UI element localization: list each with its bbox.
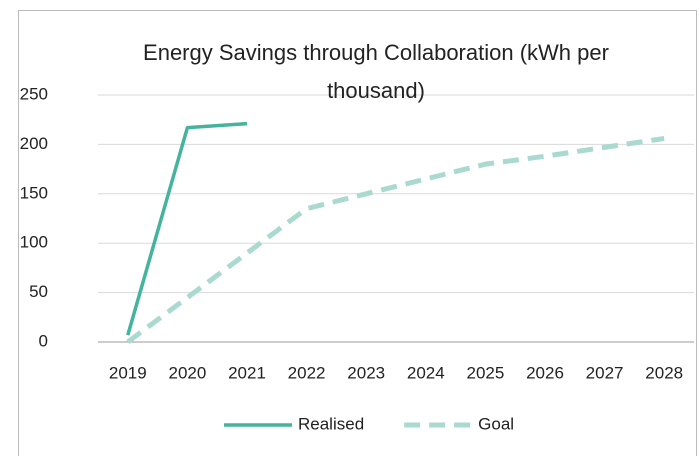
x-tick-label: 2027 — [586, 363, 624, 382]
y-tick-label: 0 — [39, 331, 48, 350]
x-tick-label: 2028 — [645, 363, 683, 382]
x-tick-label: 2021 — [228, 363, 266, 382]
legend-label: Goal — [478, 414, 514, 433]
x-tick-label: 2019 — [109, 363, 147, 382]
legend-label: Realised — [298, 414, 364, 433]
y-tick-label: 150 — [20, 183, 48, 202]
chart-frame — [18, 10, 697, 456]
x-tick-label: 2026 — [526, 363, 564, 382]
series-line — [126, 121, 248, 336]
x-tick-label: 2025 — [466, 363, 504, 382]
x-tick-label: 2022 — [288, 363, 326, 382]
y-tick-label: 250 — [20, 84, 48, 103]
y-tick-label: 200 — [20, 134, 48, 153]
y-tick-label: 100 — [20, 233, 48, 252]
x-tick-label: 2020 — [168, 363, 206, 382]
y-tick-label: 50 — [29, 282, 48, 301]
chart-title: Energy Savings through Collaboration (kW… — [143, 40, 609, 103]
x-tick-label: 2024 — [407, 363, 445, 382]
x-tick-label: 2023 — [347, 363, 385, 382]
series-line — [126, 135, 665, 345]
